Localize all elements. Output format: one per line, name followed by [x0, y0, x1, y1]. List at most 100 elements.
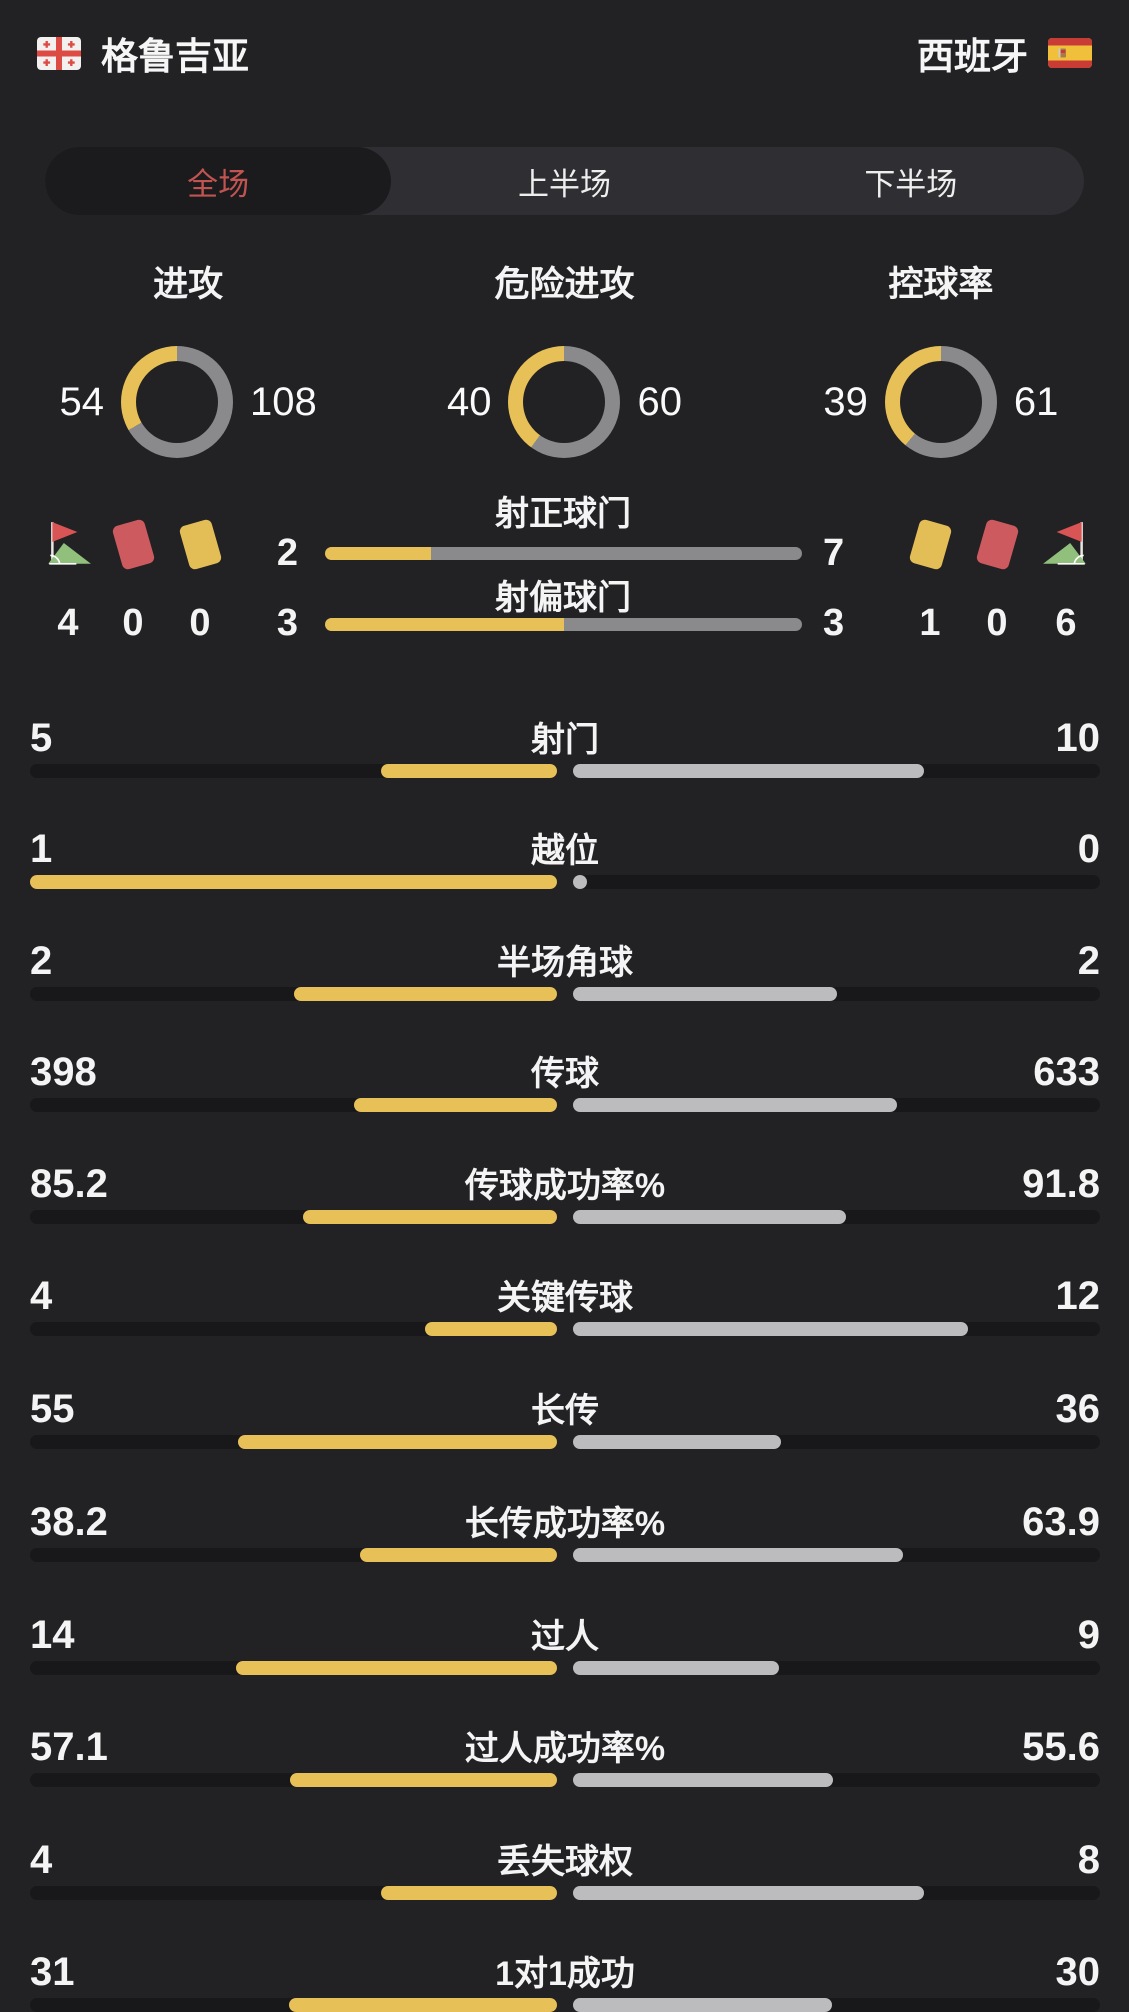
away-value: 63.9 — [1022, 1500, 1100, 1544]
home-shots-off-target: 3 — [276, 602, 298, 644]
away-value: 55.6 — [1022, 1725, 1100, 1769]
away-shots-off-target: 3 — [823, 602, 845, 644]
donut-title: 进攻 — [153, 265, 224, 304]
donut-chart — [508, 346, 621, 458]
stat-row: 14 过人 9 — [30, 1609, 1100, 1675]
stat-label: 关键传球 — [497, 1279, 633, 1317]
stat-bar — [30, 1548, 1100, 1562]
away-value: 9 — [1077, 1613, 1100, 1657]
georgia-flag-icon — [37, 36, 81, 70]
corner-flag-icon — [1043, 522, 1086, 565]
tab-second-half[interactable]: 下半场 — [864, 166, 958, 202]
stat-label: 长传 — [531, 1392, 599, 1430]
home-value: 4 — [30, 1838, 53, 1882]
shots-on-target-label: 射正球门 — [495, 495, 631, 533]
away-value: 633 — [1033, 1050, 1100, 1094]
stat-row: 1 越位 0 — [30, 823, 1100, 889]
home-shots-on-target: 2 — [276, 532, 298, 574]
home-red-cards: 0 — [122, 602, 144, 644]
away-value: 12 — [1055, 1274, 1101, 1318]
stat-bar — [30, 1210, 1100, 1224]
away-team: 西班牙 — [917, 26, 1092, 80]
yellow-card-icon — [907, 517, 953, 571]
stat-label: 过人 — [531, 1618, 599, 1656]
donut-chart — [121, 346, 234, 458]
stat-row: 31 1对1成功 30 — [30, 1946, 1100, 2012]
away-team-name: 西班牙 — [917, 36, 1028, 77]
home-value: 31 — [30, 1950, 75, 1994]
tab-full-match[interactable]: 全场 — [45, 147, 392, 215]
away-yellow-cards: 1 — [919, 602, 941, 644]
away-value: 61 — [1013, 379, 1059, 424]
away-value: 91.8 — [1022, 1162, 1100, 1206]
stat-bar — [30, 1998, 1100, 2012]
stat-row: 398 传球 633 — [30, 1046, 1100, 1112]
donut-attacks: 进攻 54 108 — [0, 256, 376, 458]
stat-row: 4 关键传球 12 — [30, 1270, 1100, 1336]
home-value: 4 — [30, 1274, 53, 1318]
stat-row: 38.2 长传成功率% 63.9 — [30, 1496, 1100, 1562]
away-value: 0 — [1077, 827, 1100, 871]
donut-possession: 控球率 39 61 — [753, 256, 1129, 458]
away-corners: 6 — [1055, 602, 1077, 644]
stat-label: 丢失球权 — [497, 1843, 633, 1881]
away-value: 36 — [1055, 1387, 1101, 1431]
tab-first-half[interactable]: 上半场 — [517, 166, 611, 202]
stat-label: 半场角球 — [497, 944, 633, 982]
stat-bar — [30, 1886, 1100, 1900]
stat-bar — [30, 1435, 1100, 1449]
away-value: 108 — [250, 379, 317, 424]
home-corners: 4 — [57, 602, 79, 644]
home-value: 39 — [823, 379, 868, 424]
stat-bar — [30, 1773, 1100, 1787]
stat-row: 85.2 传球成功率% 91.8 — [30, 1158, 1100, 1224]
stat-row: 5 射门 10 — [30, 712, 1100, 778]
stat-label: 射门 — [531, 721, 599, 759]
donut-dangerous-attacks: 危险进攻 40 60 — [376, 256, 752, 458]
stat-label: 1对1成功 — [495, 1955, 635, 1993]
away-value: 8 — [1077, 1838, 1100, 1882]
home-value: 40 — [446, 379, 492, 424]
stat-bar — [30, 764, 1100, 778]
shots-off-target-bar — [325, 618, 802, 631]
stat-bar — [30, 1322, 1100, 1336]
yellow-card-icon — [177, 517, 223, 571]
corner-flag-icon — [48, 522, 91, 565]
home-value: 398 — [30, 1050, 97, 1094]
shots-on-target-bar — [325, 547, 802, 560]
home-value: 38.2 — [30, 1500, 108, 1544]
stat-bar — [30, 987, 1100, 1001]
stat-bar — [30, 1098, 1100, 1112]
home-value: 85.2 — [30, 1162, 108, 1206]
spain-flag-icon — [1048, 38, 1092, 68]
away-value: 30 — [1055, 1950, 1101, 1994]
home-team: 格鲁吉亚 — [37, 26, 249, 80]
donut-title: 危险进攻 — [494, 265, 635, 304]
away-shots-on-target: 7 — [823, 532, 845, 574]
donut-chart — [884, 346, 997, 458]
home-value: 54 — [59, 379, 105, 424]
stat-label: 过人成功率% — [464, 1730, 666, 1768]
period-tabbar: 全场 上半场 下半场 — [45, 147, 1084, 215]
away-red-cards: 0 — [986, 602, 1008, 644]
red-card-icon — [974, 517, 1020, 571]
home-value: 14 — [30, 1613, 75, 1657]
home-value: 5 — [30, 716, 53, 760]
home-value: 57.1 — [30, 1725, 108, 1769]
red-card-icon — [110, 517, 156, 571]
home-team-name: 格鲁吉亚 — [101, 36, 249, 77]
stat-bar — [30, 1661, 1100, 1675]
donut-section: 进攻 54 108 危险进攻 40 60 控球率 39 61 — [0, 256, 1129, 458]
stat-bar — [30, 875, 1100, 889]
stat-row: 57.1 过人成功率% 55.6 — [30, 1721, 1100, 1787]
stat-label: 越位 — [531, 832, 599, 870]
stat-row: 2 半场角球 2 — [30, 935, 1100, 1001]
stat-row: 4 丢失球权 8 — [30, 1834, 1100, 1900]
match-header: 格鲁吉亚 西班牙 — [37, 28, 1092, 78]
stat-label: 传球 — [531, 1055, 599, 1093]
shots-off-target-label: 射偏球门 — [495, 579, 631, 617]
donut-title: 控球率 — [888, 265, 994, 304]
home-value: 55 — [30, 1387, 75, 1431]
away-value: 10 — [1055, 716, 1101, 760]
